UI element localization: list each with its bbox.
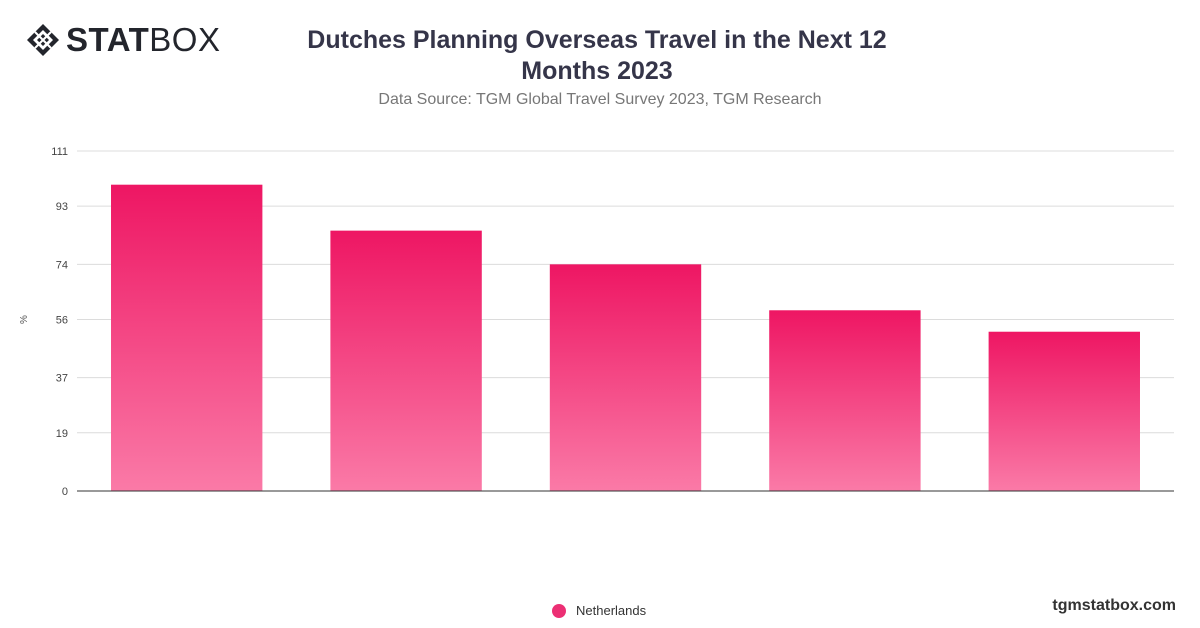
y-tick-label: 37 — [56, 373, 68, 385]
logo-wordmark: STATBOX — [66, 22, 220, 58]
y-tick-label: 56 — [56, 314, 68, 326]
y-tick-label: 111 — [51, 146, 68, 158]
brand-logo: STATBOX — [26, 22, 220, 58]
chart-subtitle: Data Source: TGM Global Travel Survey 20… — [378, 91, 822, 108]
logo-bold-text: STAT — [66, 21, 150, 58]
y-tick-label: 93 — [56, 201, 68, 213]
legend[interactable]: Netherlands — [552, 603, 646, 618]
legend-marker — [552, 603, 566, 618]
chart-title: Dutches Planning Overseas Travel in the … — [300, 25, 894, 87]
bars — [111, 184, 1140, 491]
site-url: tgmstatbox.com — [1052, 597, 1176, 614]
diamond-lattice-icon — [27, 24, 59, 56]
legend-label: Netherlands — [576, 603, 647, 618]
logo-light-text: BOX — [149, 21, 221, 58]
bar-5[interactable] — [988, 331, 1140, 491]
y-axis-ticks: 0 19 37 56 74 93 111 — [51, 146, 68, 498]
bar-4[interactable] — [769, 310, 921, 491]
y-tick-label: 74 — [56, 259, 68, 271]
y-tick-label: 0 — [62, 486, 68, 498]
chart-title-line-2: Months 2023 — [521, 57, 673, 85]
bar-3[interactable] — [549, 264, 702, 491]
y-tick-label: 19 — [56, 428, 68, 440]
chart-title-line-1: Dutches Planning Overseas Travel in the … — [307, 26, 887, 54]
bar-1[interactable] — [111, 184, 263, 491]
bar-2[interactable] — [330, 230, 482, 491]
